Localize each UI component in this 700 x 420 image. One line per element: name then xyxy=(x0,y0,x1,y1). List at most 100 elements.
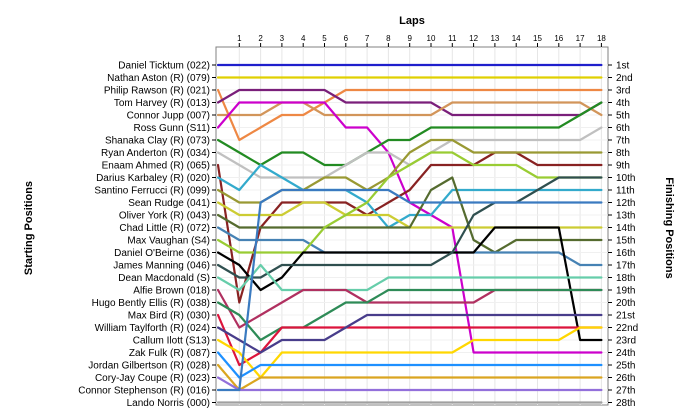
finishing-position-label: 12th xyxy=(616,198,635,209)
starting-driver-label: Sean Rudge (041) xyxy=(128,198,210,209)
starting-driver-label: Philip Rawson (R) (021) xyxy=(104,86,210,97)
lap-tick-label: 16 xyxy=(554,34,563,43)
driver-position-line-15 xyxy=(216,151,603,254)
starting-driver-label: Cory-Jay Coupe (R) (023) xyxy=(95,373,210,384)
starting-driver-label: Chad Little (R) (072) xyxy=(119,223,210,234)
lap-tick-label: 15 xyxy=(533,34,542,43)
lap-ticks: 1 2 3 4 5 6 7 8 9 10 11 12 13 14 15 16 17 18 xyxy=(237,34,606,47)
finishing-position-label: 26th xyxy=(616,373,635,384)
lap-tick-label: 10 xyxy=(427,34,436,43)
finishing-position-label: 19th xyxy=(616,286,635,297)
series-layer xyxy=(216,63,603,404)
lap-tick-label: 3 xyxy=(280,34,285,43)
starting-driver-label: Ryan Anderton (R) (034) xyxy=(101,148,210,159)
starting-driver-label: Oliver York (R) (043) xyxy=(119,211,210,222)
finishing-positions-axis-title: Finishing Positions xyxy=(663,177,675,278)
driver-position-line-16 xyxy=(216,226,603,342)
finishing-position-label: 25th xyxy=(616,361,635,372)
finishing-position-label: 28th xyxy=(616,398,635,409)
starting-driver-label: Connor Stephenson (R) (016) xyxy=(78,386,210,397)
finishing-position-label: 24th xyxy=(616,348,635,359)
starting-driver-label: William Taylforth (R) (024) xyxy=(95,323,210,334)
finishing-position-label: 15th xyxy=(616,236,635,247)
driver-position-line-24 xyxy=(216,351,603,379)
finishing-position-label: 14th xyxy=(616,223,635,234)
finishing-position-label: 5th xyxy=(616,111,630,122)
lap-tick-label: 14 xyxy=(512,34,521,43)
driver-position-line-21 xyxy=(216,313,603,367)
finishing-position-label: 1st xyxy=(616,61,630,72)
finishing-position-label: 4th xyxy=(616,98,630,109)
lap-tick-label: 12 xyxy=(469,34,478,43)
starting-driver-label: Dean Macdonald (S) xyxy=(118,273,210,284)
finishing-position-label: 7th xyxy=(616,136,630,147)
finishing-position-label: 23rd xyxy=(616,336,636,347)
driver-position-line-3 xyxy=(216,88,603,142)
finishing-position-label: 20th xyxy=(616,298,635,309)
starting-positions-axis-title: Starting Positions xyxy=(23,181,35,275)
grid-layer xyxy=(216,47,608,405)
starting-driver-label: Darius Karbaley (R) (020) xyxy=(96,173,210,184)
starting-driver-label: Callum Ilott (S13) xyxy=(133,336,210,347)
starting-driver-label: Connor Jupp (007) xyxy=(127,111,210,122)
finishing-position-label: 21st xyxy=(616,311,635,322)
starting-driver-label: Santino Ferrucci (R) (099) xyxy=(94,186,210,197)
starting-driver-label: James Manning (046) xyxy=(113,261,210,272)
driver-position-line-13 xyxy=(216,176,603,254)
starting-driver-label: Daniel O'Beirne (036) xyxy=(114,248,210,259)
finishing-position-label: 13th xyxy=(616,211,635,222)
finishing-position-label: 9th xyxy=(616,161,630,172)
starting-driver-label: Ross Gunn (S11) xyxy=(133,123,210,134)
driver-position-line-17 xyxy=(216,176,603,279)
driver-position-line-7 xyxy=(216,101,603,167)
starting-driver-label: Hugo Bently Ellis (R) (038) xyxy=(92,298,210,309)
finishing-position-label: 27th xyxy=(616,386,635,397)
starting-driver-label: Nathan Aston (R) (079) xyxy=(107,73,210,84)
lap-tick-label: 8 xyxy=(386,34,391,43)
laps-axis-title: Laps xyxy=(399,15,425,27)
starting-driver-label: Max Bird (R) (030) xyxy=(128,311,210,322)
lap-tick-label: 1 xyxy=(237,34,242,43)
starting-driver-labels: Daniel Ticktum (022)Nathan Aston (R) (07… xyxy=(78,61,216,409)
starting-driver-label: Alfie Brown (018) xyxy=(133,286,210,297)
lap-tick-label: 13 xyxy=(490,34,499,43)
finishing-position-label: 2nd xyxy=(616,73,633,84)
finishing-position-label: 17th xyxy=(616,261,635,272)
lap-tick-label: 2 xyxy=(258,34,263,43)
lap-tick-label: 4 xyxy=(301,34,306,43)
lap-tick-label: 17 xyxy=(576,34,585,43)
driver-position-line-25 xyxy=(216,363,603,392)
starting-driver-label: Max Vaughan (S4) xyxy=(127,236,210,247)
driver-position-line-18 xyxy=(216,263,603,292)
starting-driver-label: Shanaka Clay (R) (073) xyxy=(105,136,210,147)
driver-position-line-9 xyxy=(216,151,603,304)
lap-tick-label: 5 xyxy=(322,34,327,43)
finishing-position-label: 18th xyxy=(616,273,635,284)
starting-driver-label: Daniel Ticktum (022) xyxy=(118,61,210,72)
starting-driver-label: Jordan Gilbertson (R) (028) xyxy=(88,361,210,372)
starting-driver-label: Enaam Ahmed (R) (065) xyxy=(102,161,210,172)
driver-position-line-22 xyxy=(216,313,603,354)
finishing-position-label: 6th xyxy=(616,123,630,134)
finishing-position-label: 22nd xyxy=(616,323,638,334)
finishing-position-label: 10th xyxy=(616,173,635,184)
starting-driver-label: Tom Harvey (R) (013) xyxy=(114,98,210,109)
driver-position-line-26 xyxy=(216,376,603,392)
lap-tick-label: 7 xyxy=(365,34,370,43)
finishing-position-label: 16th xyxy=(616,248,635,259)
driver-position-line-23 xyxy=(216,326,603,379)
driver-position-line-27 xyxy=(216,188,603,392)
lap-tick-label: 9 xyxy=(407,34,412,43)
starting-driver-label: Lando Norris (000) xyxy=(127,398,210,409)
finishing-position-label: 11th xyxy=(616,186,635,197)
finishing-position-label: 8th xyxy=(616,148,630,159)
finishing-position-label: 3rd xyxy=(616,86,630,97)
plot-frame xyxy=(215,46,609,406)
lap-tick-label: 11 xyxy=(448,34,457,43)
lap-tick-label: 18 xyxy=(597,34,606,43)
lap-tick-label: 6 xyxy=(344,34,349,43)
starting-driver-label: Zak Fulk (R) (087) xyxy=(129,348,210,359)
driver-position-line-4 xyxy=(216,88,603,117)
